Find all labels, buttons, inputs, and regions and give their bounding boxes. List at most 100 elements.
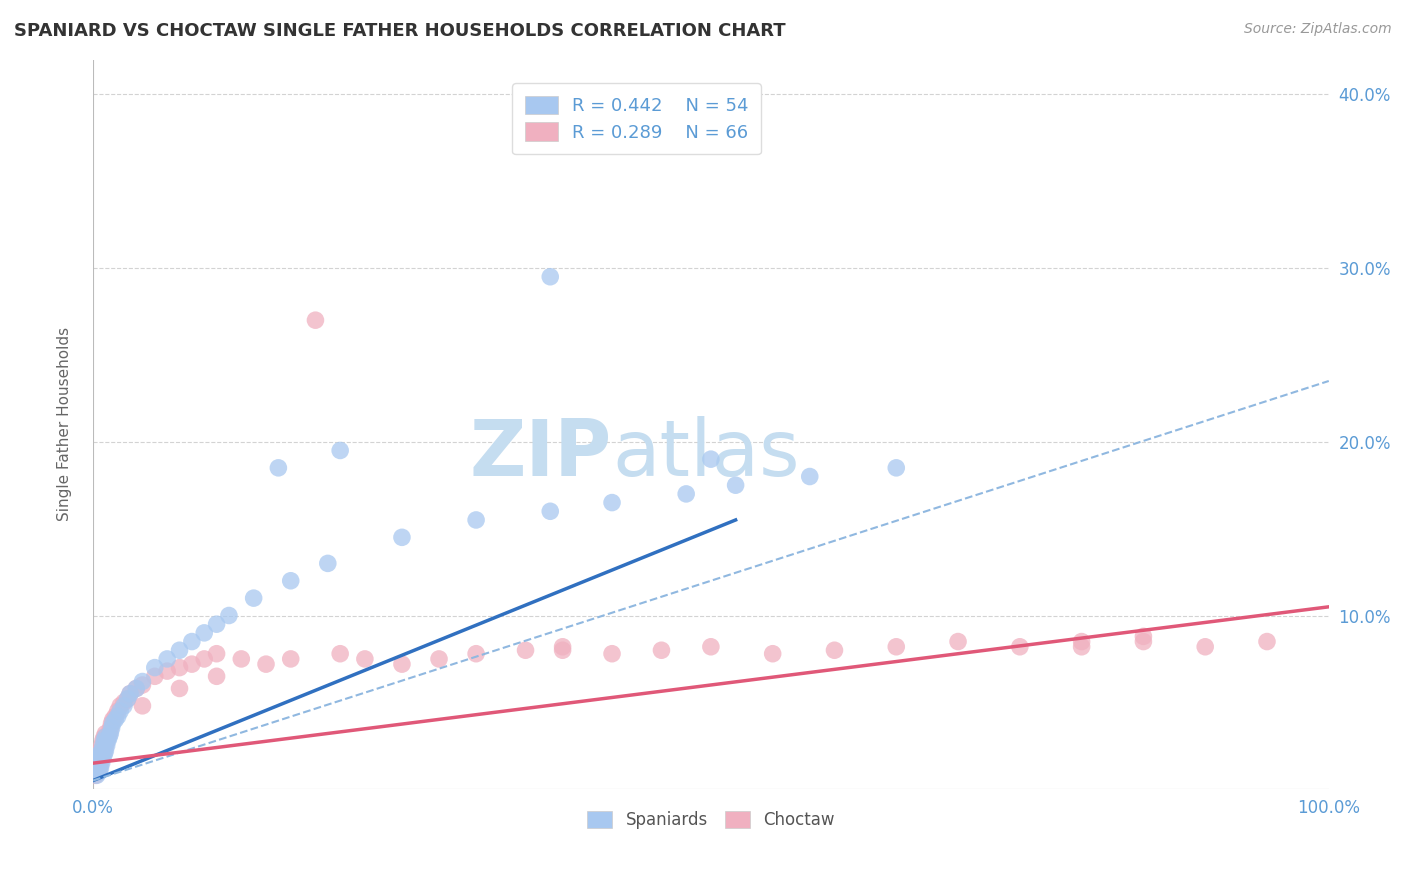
Point [94,739,117,753]
Point [600,495,623,509]
Point [180,657,202,672]
Point [117,692,139,706]
Point [675,487,697,501]
Point [169,660,191,674]
Point [87,764,110,779]
Point [131,678,153,692]
Point [93,733,115,747]
Point [465,513,488,527]
Point [280,652,302,666]
Point [180,634,202,648]
Point [90,744,112,758]
Point [131,674,153,689]
Point [94,726,117,740]
Point [112,698,135,713]
Point [94,744,117,758]
Point [101,713,124,727]
Point [193,652,215,666]
Point [91,733,114,747]
Point [799,469,821,483]
Point [231,652,253,666]
Point [107,709,129,723]
Point [465,647,488,661]
Point [762,647,785,661]
Point [329,443,352,458]
Point [93,730,115,744]
Point [117,692,139,706]
Point [104,709,127,723]
Point [96,739,118,753]
Point [242,591,264,606]
Point [724,478,747,492]
Point [94,730,117,744]
Point [93,744,115,758]
Point [1132,634,1154,648]
Point [120,687,142,701]
Point [884,640,907,654]
Point [205,669,228,683]
Point [89,747,111,762]
Point [193,625,215,640]
Point [100,722,122,736]
Point [316,557,339,571]
Point [205,617,228,632]
Point [84,764,107,779]
Point [93,747,115,762]
Point [104,713,127,727]
Point [91,739,114,753]
Point [169,643,191,657]
Point [1194,640,1216,654]
Point [354,652,377,666]
Point [101,716,124,731]
Point [143,669,166,683]
Point [131,698,153,713]
Point [100,716,122,731]
Point [551,643,574,657]
Point [97,730,120,744]
Point [391,530,413,544]
Point [1008,640,1031,654]
Point [89,747,111,762]
Y-axis label: Single Father Households: Single Father Households [58,327,72,522]
Point [86,751,108,765]
Point [254,657,277,672]
Point [205,647,228,661]
Point [1070,640,1092,654]
Point [84,768,107,782]
Point [87,751,110,765]
Point [1132,629,1154,643]
Point [280,574,302,588]
Point [700,640,723,654]
Point [267,460,290,475]
Point [89,761,111,775]
Text: Source: ZipAtlas.com: Source: ZipAtlas.com [1244,22,1392,37]
Text: atlas: atlas [612,416,800,491]
Point [824,643,846,657]
Point [304,313,326,327]
Point [700,452,723,467]
Point [87,756,110,771]
Point [551,640,574,654]
Point [86,761,108,775]
Point [90,756,112,771]
Point [90,751,112,765]
Text: ZIP: ZIP [470,416,612,491]
Point [600,647,623,661]
Point [90,739,112,753]
Point [156,664,179,678]
Point [89,744,111,758]
Point [329,647,352,661]
Point [89,756,111,771]
Point [107,704,129,718]
Point [515,643,537,657]
Point [98,730,121,744]
Point [650,643,672,657]
Point [156,652,179,666]
Point [108,704,131,718]
Point [97,733,120,747]
Point [98,726,121,740]
Legend: Spaniards, Choctaw: Spaniards, Choctaw [581,804,841,836]
Point [91,751,114,765]
Point [91,747,114,762]
Point [143,660,166,674]
